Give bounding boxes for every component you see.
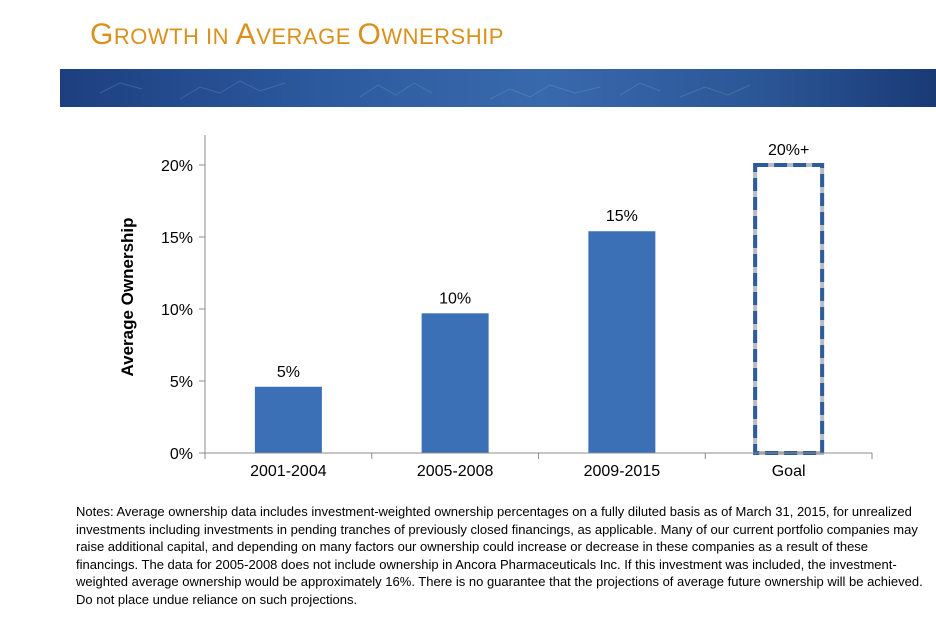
goal-bar-outline [753,163,825,455]
category-label: 2005-2008 [417,463,494,480]
data-label: 20%+ [768,142,809,159]
category-label: 2009-2015 [584,463,661,480]
bar [254,386,322,453]
category-label: 2001-2004 [250,463,327,480]
category-label: Goal [772,463,806,480]
header-banner [60,69,936,107]
goal-bar-dashes [753,163,825,455]
slide-title: GROWTH IN AVERAGE OWNERSHIP [90,18,504,52]
title-segment: VERAGE [256,24,358,49]
title-segment: O [357,18,382,51]
title-segment: WNERSHIP [381,24,504,49]
y-tick-label: 20% [161,158,193,175]
bar [421,313,489,453]
y-tick-label: 10% [161,302,193,319]
notes-text: Notes: Average ownership data includes i… [76,504,923,607]
bar [588,231,656,453]
data-label: 15% [606,208,638,225]
title-segment: G [90,18,114,51]
title-segment: A [235,18,257,51]
y-tick-label: 5% [170,374,193,391]
y-tick-label: 0% [170,446,193,463]
bar-chart: Average Ownership 0% 5% 10% 15% 20% 5% 2001-2… [118,135,873,480]
y-axis-title: Average Ownership [118,217,137,376]
data-label: 5% [277,364,300,381]
molecule-watermark-icon [99,80,751,100]
title-segment: ROWTH IN [113,24,236,49]
goal-bar [753,163,825,455]
data-label: 10% [439,290,471,307]
y-tick-label: 15% [161,230,193,247]
